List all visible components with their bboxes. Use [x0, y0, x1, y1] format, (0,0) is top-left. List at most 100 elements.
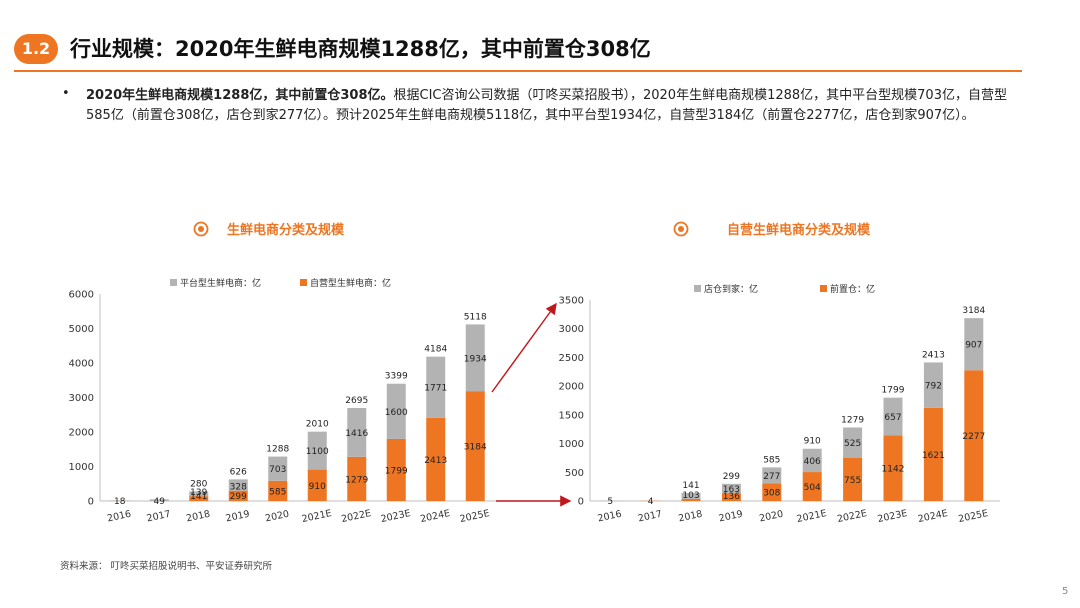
y-tick-label: 0: [88, 497, 94, 508]
y-tick-label: 4000: [69, 359, 94, 370]
bar-total-label: 18: [114, 497, 126, 507]
bar-segment-platform: [386, 383, 406, 439]
bar-segment-store-to-home: [923, 362, 943, 408]
summary-bold: 2020年生鲜电商规模1288亿，其中前置仓308亿。: [86, 88, 394, 103]
legend-swatch: [170, 279, 177, 286]
bar-value-label: 141: [190, 492, 207, 502]
bar-value-label: 792: [925, 382, 942, 392]
legend-swatch: [300, 279, 307, 286]
bar-value-label: 910: [309, 482, 326, 492]
bar-value-label: 1771: [424, 384, 447, 394]
legend-label: 前置仓：亿: [830, 283, 875, 295]
y-tick-label: 500: [565, 468, 584, 479]
bar-value-label: 1416: [345, 429, 368, 439]
y-tick-label: 1000: [559, 439, 584, 450]
bar-segment-store-to-home: [762, 467, 782, 484]
bar-value-label: 1621: [922, 451, 945, 461]
bar-value-label: 755: [844, 476, 861, 486]
bar-value-label: 1600: [385, 408, 408, 418]
bar-total-label: 910: [804, 437, 821, 447]
bar-total-label: 3399: [385, 372, 408, 382]
y-tick-label: 2000: [69, 428, 94, 439]
bar-value-label: 1279: [345, 475, 368, 485]
bar-total-label: 141: [682, 481, 699, 491]
bar-segment-self-operated: [386, 438, 406, 501]
bar-total-label: 5: [607, 497, 613, 507]
bar-total-label: 3184: [962, 306, 985, 316]
bar-value-label: 1934: [464, 354, 487, 364]
bar-total-label: 1279: [841, 415, 864, 425]
connector-arrow-top: [491, 302, 557, 393]
x-tick-label: 2019: [225, 509, 251, 525]
bar-value-label: 525: [844, 439, 861, 449]
bar-total-label: 4: [648, 497, 654, 507]
x-tick-label: 2021E: [796, 508, 828, 525]
x-tick-label: 2021E: [301, 508, 333, 525]
bar-segment-self-operated: [307, 469, 327, 501]
x-tick-label: 2023E: [380, 508, 412, 525]
x-tick-label: 2024E: [917, 508, 949, 525]
bar-value-label: 136: [723, 492, 740, 502]
bar-value-label: 139: [190, 488, 207, 498]
y-tick-label: 3000: [69, 393, 94, 404]
y-tick-label: 1500: [559, 410, 584, 421]
x-tick-label: 2023E: [877, 508, 909, 525]
y-tick-label: 2000: [559, 382, 584, 393]
bar-value-label: 703: [269, 465, 286, 475]
x-tick-label: 2025E: [459, 508, 491, 525]
bar-segment-self-operated: [268, 480, 288, 501]
bar-value-label: 657: [884, 413, 901, 423]
x-tick-label: 2025E: [957, 508, 989, 525]
x-tick-label: 2020: [264, 509, 290, 525]
bar-segment-front-warehouse: [923, 407, 943, 501]
bar-total-label: 2695: [345, 396, 368, 406]
bar-value-label: 504: [804, 483, 821, 493]
bar-segment-platform: [228, 479, 248, 491]
slide-header: 1.2 行业规模：2020年生鲜电商规模1288亿，其中前置仓308亿: [0, 30, 1080, 74]
bar-value-label: 1142: [882, 465, 905, 475]
bar-segment-platform: [268, 456, 288, 481]
bar-segment-front-warehouse: [762, 483, 782, 501]
bullet-dot: •: [62, 86, 70, 101]
x-tick-label: 2017: [637, 509, 663, 525]
chart-title-ring-icon: [673, 221, 689, 237]
slide-title: 行业规模：2020年生鲜电商规模1288亿，其中前置仓308亿: [70, 37, 651, 61]
chart-title-dot-icon: [678, 226, 684, 232]
bar-segment-store-to-home: [843, 427, 863, 458]
chart-title-ring-icon: [193, 221, 209, 237]
y-tick-label: 5000: [69, 324, 94, 335]
bar-value-label: 585: [269, 487, 286, 497]
y-tick-label: 6000: [69, 290, 94, 301]
legend-swatch: [694, 285, 701, 292]
bar-value-label: 163: [723, 485, 740, 495]
bar-total-label: 2413: [922, 350, 945, 360]
x-tick-label: 2016: [597, 509, 623, 525]
bar-segment-store-to-home: [721, 483, 741, 494]
legend-label: 店仓到家：亿: [704, 283, 758, 295]
bar-segment-store-to-home: [883, 397, 903, 436]
y-tick-label: 0: [578, 497, 584, 508]
bar-segment-self-operated: [347, 456, 367, 501]
legend-swatch: [820, 285, 827, 292]
summary-text: 根据CIC咨询公司数据（叮咚买菜招股书），2020年生鲜电商规模1288亿，其中…: [86, 88, 1007, 123]
bar-segment-front-warehouse: [681, 498, 701, 501]
bar-total-label: 1288: [266, 445, 289, 455]
bar-segment-platform: [149, 499, 169, 501]
bar-value-label: 2277: [962, 432, 985, 442]
source-note: 资料来源： 叮咚买菜招股说明书、平安证券研究所: [60, 561, 273, 572]
bar-segment-platform: [465, 324, 485, 392]
y-tick-label: 2500: [559, 353, 584, 364]
bar-value-label: 277: [763, 472, 780, 482]
bar-value-label: 3184: [464, 443, 487, 453]
x-tick-label: 2016: [106, 509, 132, 525]
x-tick-label: 2018: [678, 509, 704, 525]
bar-segment-platform: [347, 408, 367, 457]
bar-value-label: 103: [682, 491, 699, 501]
chart-title-dot-icon: [198, 226, 204, 232]
y-tick-label: 1000: [69, 462, 94, 473]
bar-value-label: 308: [763, 489, 780, 499]
bar-total-label: 1799: [882, 386, 905, 396]
bar-value-label: 406: [804, 457, 821, 467]
bar-total-label: 626: [230, 467, 247, 477]
bar-segment-front-warehouse: [964, 370, 984, 501]
